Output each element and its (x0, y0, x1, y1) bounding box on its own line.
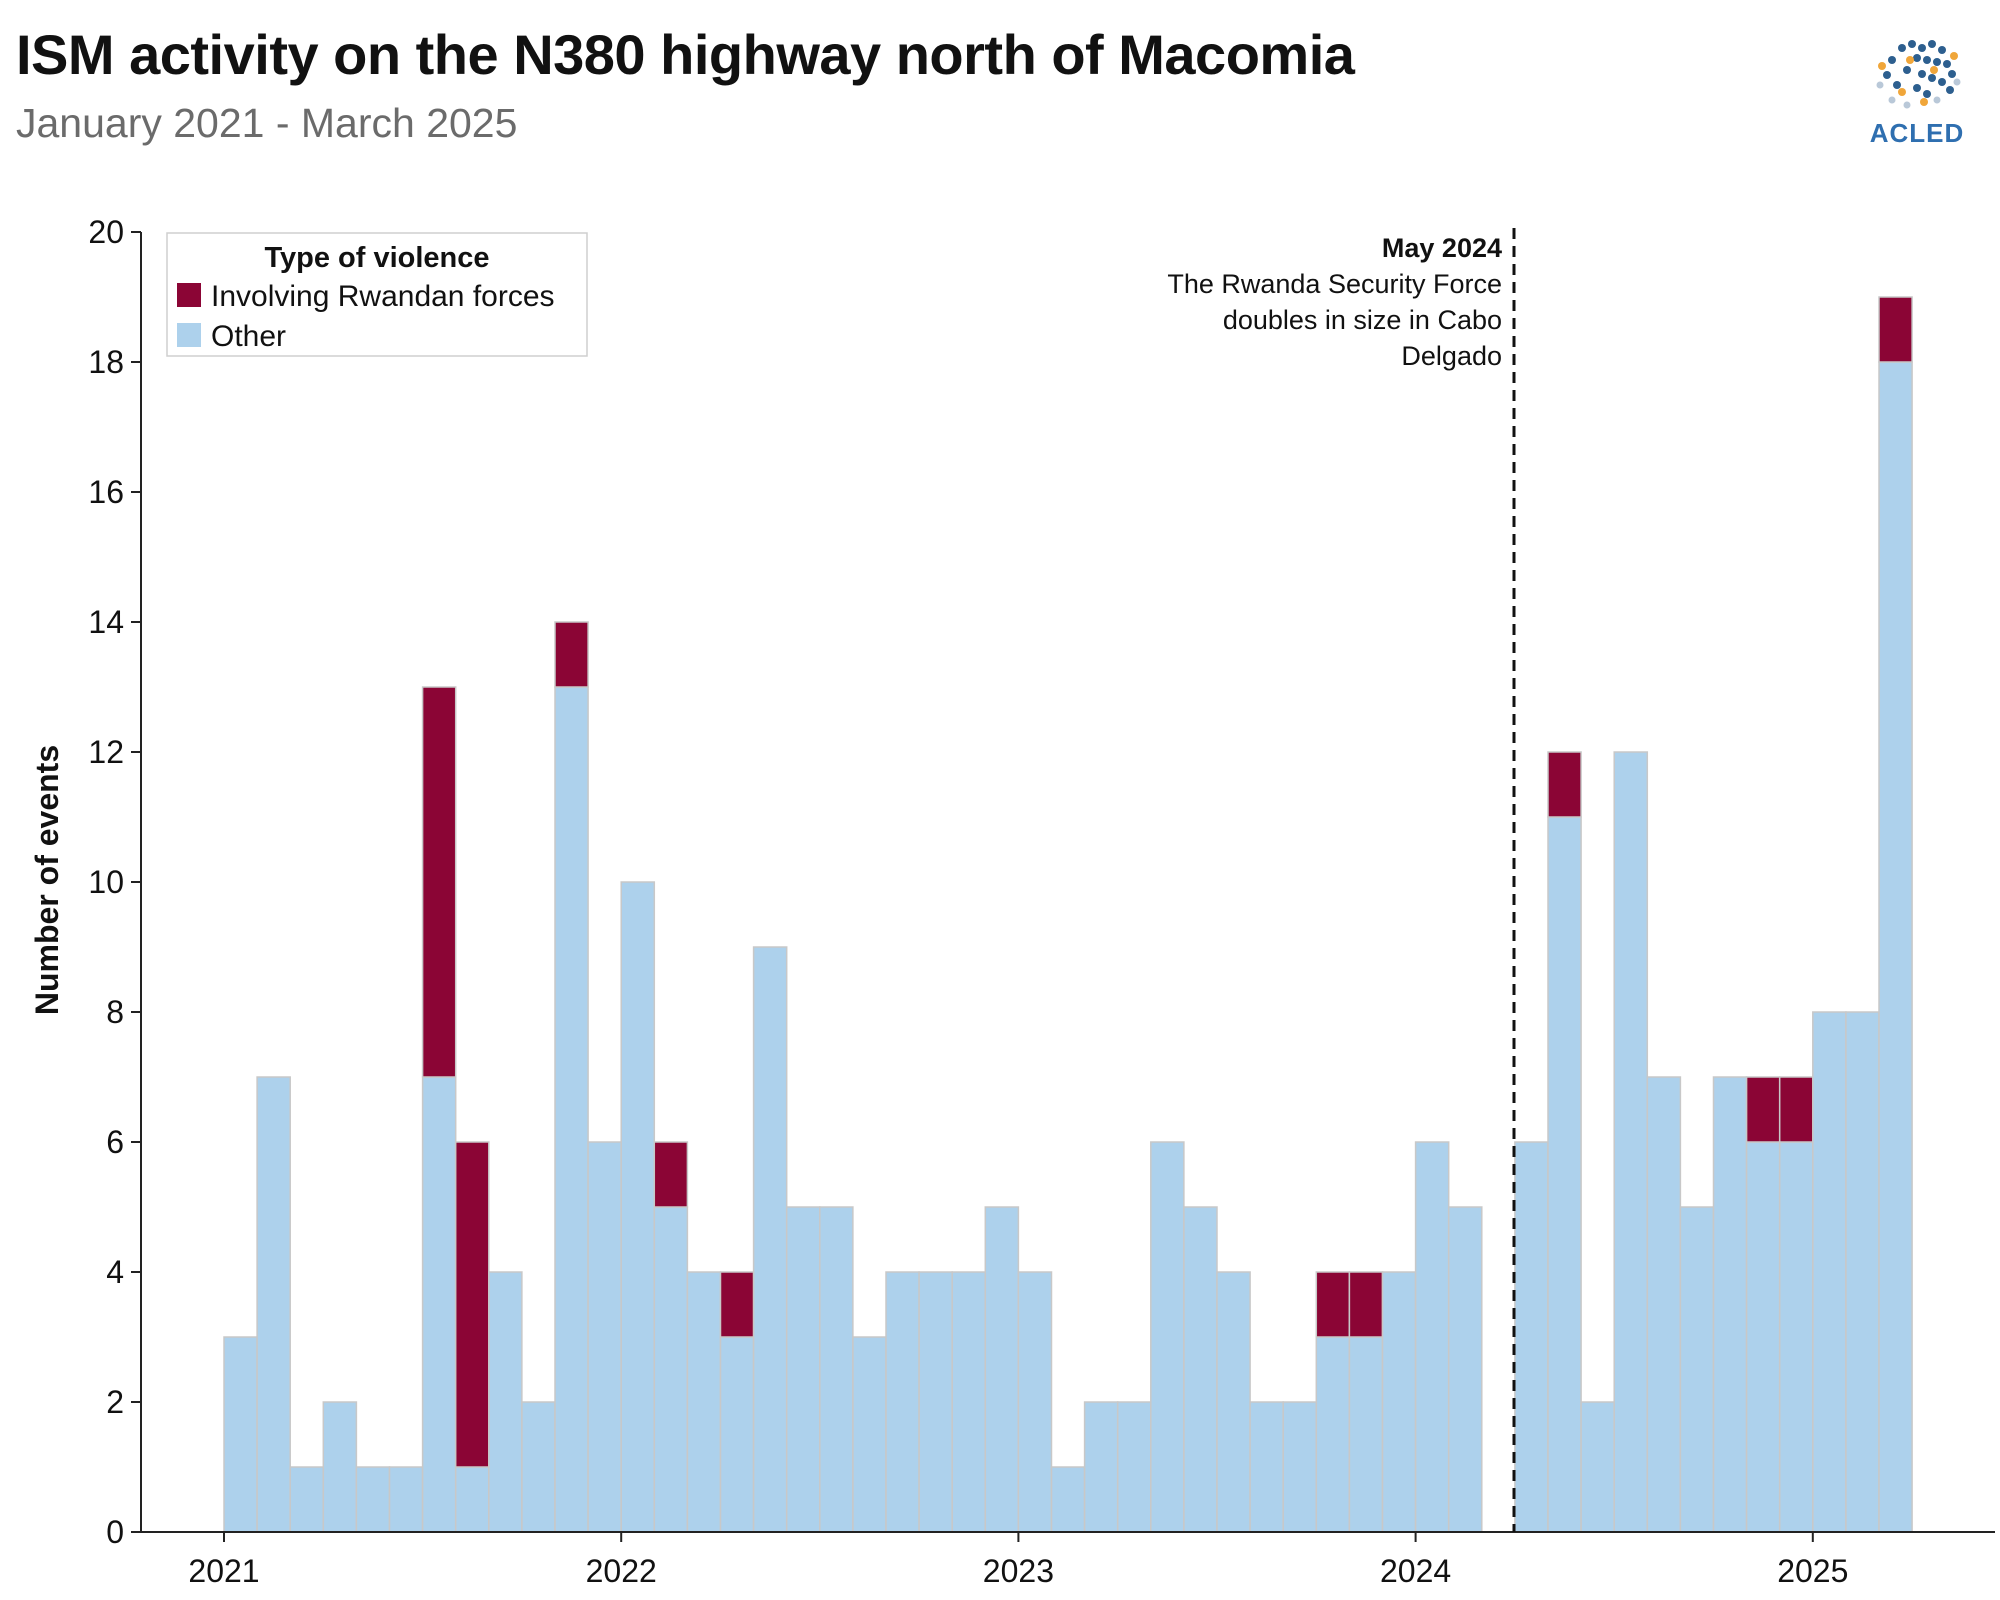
globe-logo-icon (1876, 40, 1961, 109)
bar-rwandan-2024-11 (1745, 1076, 1781, 1143)
bar-other-2023-06 (1183, 1206, 1218, 1533)
bar-rwandan-2023-10 (1315, 1271, 1351, 1338)
legend-label-other: Other (211, 320, 286, 353)
bar-rwandan-2022-02 (653, 1141, 689, 1208)
x-tick-label: 2021 (188, 1553, 259, 1589)
bar-other-2021-04 (322, 1401, 358, 1533)
bar-other-2021-12 (587, 1141, 622, 1533)
bar-rwandan-2021-08 (454, 1141, 490, 1468)
annotation-line-3: Delgado (1401, 341, 1502, 371)
x-tick-label: 2025 (1777, 1553, 1848, 1589)
chart-subtitle: January 2021 - March 2025 (16, 100, 518, 146)
bar-other-2021-11 (554, 686, 589, 1533)
bar-other-2022-03 (686, 1271, 722, 1533)
legend-label-rwandan: Involving Rwandan forces (211, 280, 555, 313)
bar-other-2023-10 (1315, 1336, 1351, 1533)
y-tick-label: 6 (106, 1124, 124, 1160)
bar-other-2023-04 (1116, 1401, 1152, 1533)
bar-other-2021-09 (488, 1271, 523, 1533)
bar-other-2021-06 (388, 1466, 424, 1533)
bar-other-2023-12 (1381, 1271, 1417, 1533)
bar-other-2021-07 (421, 1076, 457, 1533)
bar-other-2022-11 (951, 1271, 987, 1533)
bar-rwandan-2021-11 (554, 621, 589, 688)
legend-swatch-rwandan (177, 283, 201, 307)
bar-other-2022-01 (620, 881, 656, 1533)
bar-other-2022-10 (918, 1271, 953, 1533)
bar-rwandan-2024-05 (1547, 751, 1582, 818)
bar-other-2023-02 (1050, 1466, 1086, 1533)
bar-rwandan-2023-11 (1348, 1271, 1384, 1338)
bar-other-2023-05 (1150, 1141, 1185, 1533)
x-tick-label: 2022 (586, 1553, 657, 1589)
bar-other-2023-01 (1017, 1271, 1053, 1533)
bar-other-2025-03 (1878, 361, 1913, 1533)
bar-other-2021-10 (521, 1401, 556, 1533)
bar-rwandan-2021-07 (421, 686, 457, 1078)
bar-other-2023-07 (1216, 1271, 1251, 1533)
y-tick-label: 10 (88, 864, 124, 900)
y-tick-label: 0 (106, 1514, 124, 1550)
legend-box (166, 232, 588, 357)
bar-other-2023-09 (1282, 1401, 1318, 1533)
y-tick-label: 16 (88, 474, 124, 510)
chart-title: ISM activity on the N380 highway north o… (16, 23, 1355, 86)
y-axis-label: Number of events (29, 745, 65, 1015)
bar-other-2024-09 (1679, 1206, 1715, 1533)
y-tick-label: 14 (88, 604, 124, 640)
bar-other-2022-04 (719, 1336, 755, 1533)
bar-other-2022-02 (653, 1206, 689, 1533)
bar-other-2023-11 (1348, 1336, 1384, 1533)
y-tick-label: 18 (88, 344, 124, 380)
bar-other-2022-08 (852, 1336, 887, 1533)
bar-other-2023-03 (1083, 1401, 1119, 1533)
logo-text: ACLED (1869, 118, 1965, 148)
bar-other-2021-05 (355, 1466, 391, 1533)
bar-other-2024-07 (1613, 751, 1649, 1533)
bar-rwandan-2025-03 (1878, 296, 1913, 363)
y-tick-label: 20 (88, 214, 124, 250)
legend-title: Type of violence (264, 242, 489, 274)
acled-logo: ACLED (1862, 30, 1972, 150)
bar-other-2024-08 (1646, 1076, 1682, 1533)
x-axis: 2021 2022 2023 2024 2025 (141, 1531, 1995, 1589)
y-tick-label: 2 (106, 1384, 124, 1420)
bar-other-2024-05 (1547, 816, 1582, 1533)
bar-other-2024-11 (1745, 1141, 1781, 1533)
bar-other-2024-02 (1447, 1206, 1483, 1533)
bar-other-2021-03 (289, 1466, 325, 1533)
y-tick-label: 4 (106, 1254, 124, 1290)
bar-rwandan-2022-04 (719, 1271, 755, 1338)
bar-other-2023-08 (1249, 1401, 1284, 1533)
bar-other-2022-05 (752, 946, 788, 1533)
bar-other-2022-06 (785, 1206, 821, 1533)
bars-layer (223, 296, 1913, 1533)
bar-other-2021-08 (454, 1466, 490, 1533)
bar-other-2021-01 (223, 1336, 258, 1533)
bar-other-2022-09 (885, 1271, 920, 1533)
bar-rwandan-2024-12 (1778, 1076, 1814, 1143)
legend: Type of violence Involving Rwandan force… (166, 232, 588, 357)
bar-other-2021-02 (256, 1076, 291, 1533)
bar-other-2025-01 (1812, 1011, 1847, 1533)
bar-other-2022-07 (819, 1206, 854, 1533)
bar-other-2024-04 (1514, 1141, 1549, 1533)
x-tick-label: 2023 (983, 1553, 1054, 1589)
annotation: May 2024 The Rwanda Security Force doubl… (1167, 228, 1516, 1532)
x-tick-label: 2024 (1380, 1553, 1451, 1589)
annotation-title: May 2024 (1382, 233, 1502, 263)
y-tick-label: 12 (88, 734, 124, 770)
bar-other-2024-06 (1580, 1401, 1615, 1533)
annotation-line-2: doubles in size in Cabo (1223, 305, 1502, 335)
y-axis: 0 2 4 6 8 10 12 14 16 18 20 (88, 214, 142, 1550)
bar-other-2025-02 (1845, 1011, 1880, 1533)
bar-other-2024-01 (1414, 1141, 1450, 1533)
y-tick-label: 8 (106, 994, 124, 1030)
bar-other-2022-12 (984, 1206, 1020, 1533)
bar-other-2024-10 (1712, 1076, 1748, 1533)
bar-other-2024-12 (1778, 1141, 1814, 1533)
legend-swatch-other (177, 323, 201, 347)
annotation-line-1: The Rwanda Security Force (1167, 269, 1502, 299)
